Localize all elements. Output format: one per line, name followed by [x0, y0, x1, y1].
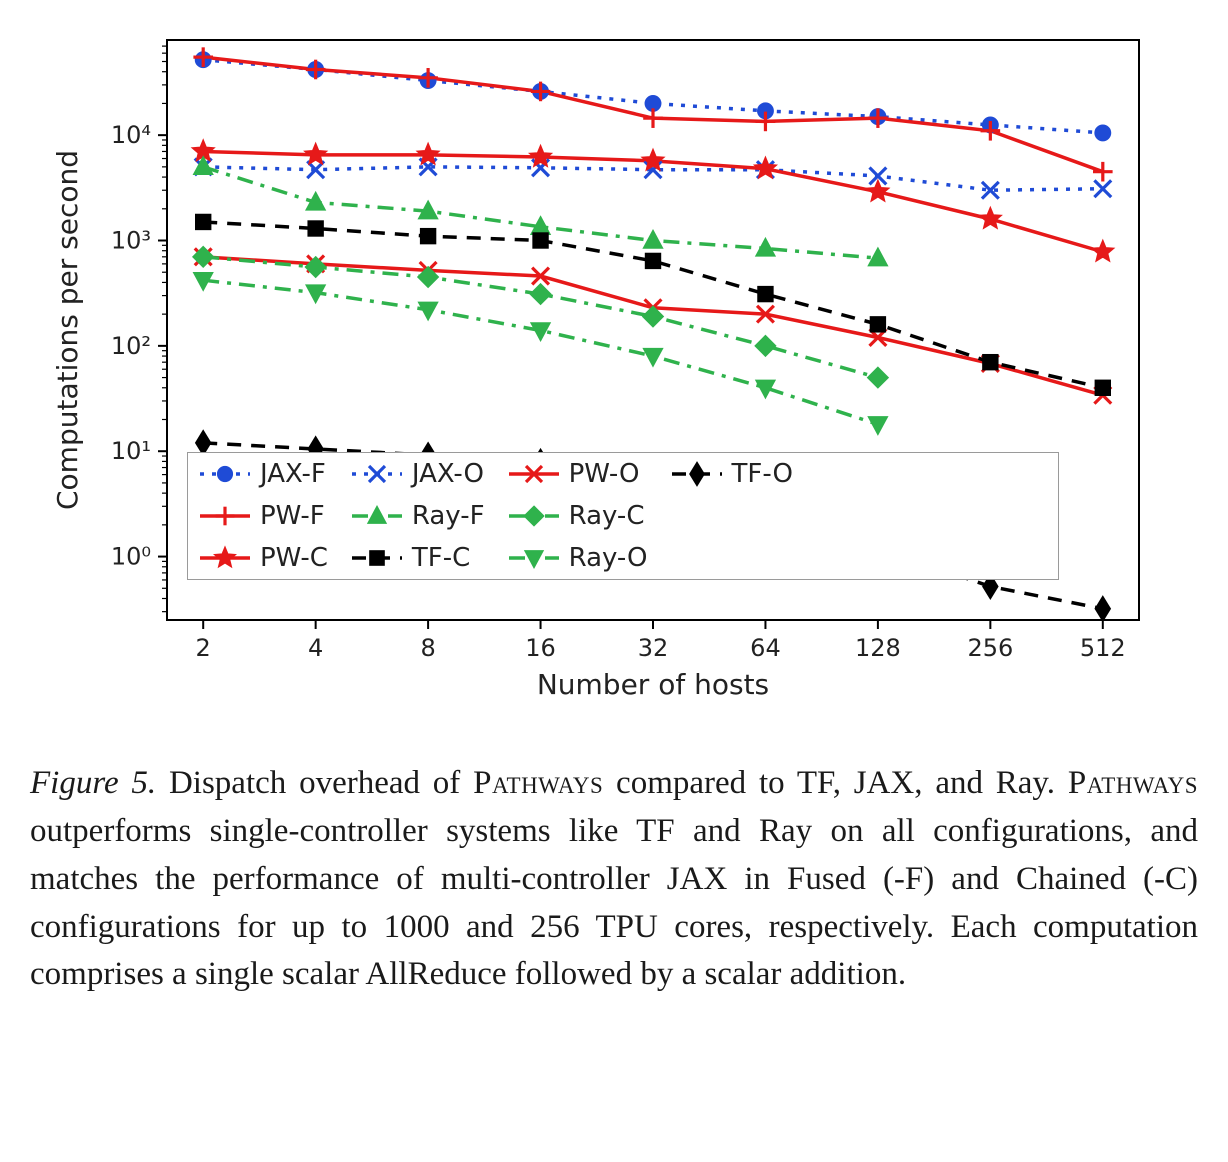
legend-swatch-ray_o: [507, 546, 561, 570]
legend-item-ray_o: Ray-O: [497, 537, 660, 579]
series-marker-tf_c: [308, 221, 323, 236]
caption-text-1: Dispatch overhead of: [156, 765, 473, 801]
legend-swatch-jax_f: [198, 462, 252, 486]
legend-label: Ray-F: [412, 501, 485, 531]
pathways-name-2: Pathways: [1068, 765, 1198, 801]
series-marker-tf_c: [196, 214, 211, 229]
legend-item-tf_c: TF-C: [340, 537, 497, 579]
xtick-label: 8: [420, 634, 435, 662]
legend-swatch-ray_c: [507, 504, 561, 528]
legend-item-jax_f: JAX-F: [188, 453, 340, 495]
caption-text-2: compared to TF, JAX, and Ray.: [603, 765, 1068, 801]
xtick-label: 4: [308, 634, 323, 662]
legend-swatch-jax_o: [350, 462, 404, 486]
legend-swatch-pw_c: [198, 546, 252, 570]
ytick-label: 10⁰: [111, 543, 151, 571]
legend-label: PW-C: [260, 543, 328, 573]
xtick-label: 512: [1080, 634, 1126, 662]
legend-item-jax_o: JAX-O: [340, 453, 497, 495]
series-marker-tf_c: [983, 354, 998, 369]
legend-swatch-pw_f: [198, 504, 252, 528]
series-marker-tf_c: [870, 317, 885, 332]
caption-text-3: outperforms single-controller systems li…: [30, 813, 1198, 993]
series-marker-tf_c: [645, 253, 660, 268]
legend-label: PW-O: [569, 459, 640, 489]
xtick-label: 256: [967, 634, 1013, 662]
ytick-label: 10³: [111, 227, 151, 255]
legend-swatch-pw_o: [507, 462, 561, 486]
ytick-label: 10¹: [111, 437, 151, 465]
legend-item-tf_o: TF-O: [660, 453, 805, 495]
legend-item-pw_f: PW-F: [188, 495, 340, 537]
legend-label: PW-F: [260, 501, 325, 531]
x-axis-label: Number of hosts: [537, 668, 769, 701]
series-marker-tf_c: [758, 286, 773, 301]
legend-column: PW-O Ray-C Ray-O: [497, 453, 660, 579]
series-marker-tf_c: [533, 233, 548, 248]
legend-swatch-tf_c: [350, 546, 404, 570]
xtick-label: 128: [855, 634, 901, 662]
ytick-label: 10²: [111, 332, 151, 360]
legend-item-ray_f: Ray-F: [340, 495, 497, 537]
pathways-name-1: Pathways: [473, 765, 603, 801]
legend-column: JAX-O Ray-F TF-C: [340, 453, 497, 579]
legend-column: TF-O: [660, 453, 805, 495]
y-axis-label: Computations per second: [51, 150, 84, 510]
series-marker-tf_c: [420, 228, 435, 243]
legend-label: JAX-F: [260, 459, 326, 489]
ytick-label: 10⁴: [111, 121, 151, 149]
xtick-label: 32: [638, 634, 669, 662]
figure-page: 2 4 8 16 32 64 128 256 512 10⁰ 10¹ 10² 10³ 10⁴ Computa…: [0, 0, 1228, 1072]
legend-item-pw_c: PW-C: [188, 537, 340, 579]
legend-label: Ray-O: [569, 543, 648, 573]
chart-container: 2 4 8 16 32 64 128 256 512 10⁰ 10¹ 10² 10³ 10⁴ Computa…: [39, 20, 1189, 700]
xtick-label: 64: [750, 634, 781, 662]
series-marker-tf_c: [1095, 380, 1110, 395]
legend-label: Ray-C: [569, 501, 645, 531]
legend-item-ray_c: Ray-C: [497, 495, 660, 537]
figure-label: Figure 5.: [30, 765, 156, 801]
legend-item-pw_o: PW-O: [497, 453, 660, 495]
figure-caption: Figure 5. Dispatch overhead of Pathways …: [30, 760, 1198, 999]
legend-label: TF-O: [732, 459, 793, 489]
xtick-label: 2: [196, 634, 211, 662]
legend-swatch-ray_f: [350, 504, 404, 528]
chart-svg: 2 4 8 16 32 64 128 256 512 10⁰ 10¹ 10² 10³ 10⁴ Computa…: [39, 20, 1189, 700]
series-marker-jax_f: [1095, 125, 1110, 140]
legend-label: JAX-O: [412, 459, 484, 489]
legend-box: JAX-F PW-F PW-C JAX-O Ray-F TF-C PW-O Ray-C Ray-…: [187, 452, 1059, 580]
legend-column: JAX-F PW-F PW-C: [188, 453, 340, 579]
legend-swatch-tf_o: [670, 462, 724, 486]
legend-label: TF-C: [412, 543, 470, 573]
xtick-label: 16: [525, 634, 556, 662]
